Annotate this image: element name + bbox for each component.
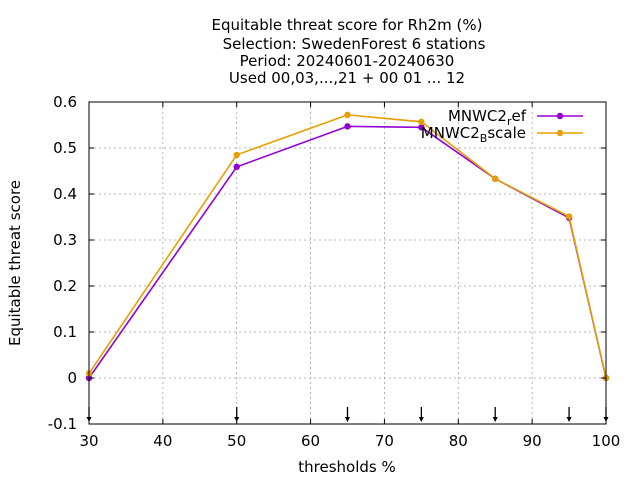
y-tick-label: 0.1	[53, 323, 77, 341]
legend-label-2: MNWC2Bscale	[421, 124, 526, 145]
data-point	[565, 213, 573, 220]
y-tick-label: -0.1	[48, 415, 77, 433]
x-tick-label: 50	[227, 432, 246, 450]
title-line-1: Equitable threat score for Rh2m (%)	[211, 16, 482, 34]
y-tick-label: 0.5	[53, 139, 77, 157]
x-axis-label: thresholds %	[298, 458, 395, 476]
data-point	[418, 118, 425, 125]
data-point	[418, 124, 425, 131]
threshold-arrow-head	[566, 417, 572, 422]
y-tick-label: 0.4	[53, 185, 77, 203]
title-line-2: Selection: SwedenForest 6 stations	[223, 35, 486, 53]
data-point	[344, 123, 351, 130]
data-point	[233, 163, 240, 171]
legend-marker-1	[556, 112, 564, 120]
series-line-2	[88, 114, 607, 379]
x-tick-label: 100	[592, 432, 621, 450]
title-line-4: Used 00,03,...,21 + 00 01 ... 12	[229, 69, 465, 87]
chart-title: Equitable threat score for Rh2m (%) Sele…	[211, 16, 485, 87]
data-point	[492, 175, 499, 183]
threshold-arrow-head	[418, 417, 424, 422]
grid	[89, 102, 606, 424]
x-tick-label: 80	[449, 432, 468, 450]
series-line-1	[88, 125, 607, 379]
plot-frame	[88, 101, 607, 425]
x-tick-label: 70	[375, 432, 394, 450]
y-tick-label: 0.2	[53, 277, 77, 295]
x-tick-label: 60	[301, 432, 320, 450]
y-tick-label: 0.6	[53, 93, 77, 111]
data-point	[344, 111, 351, 119]
y-tick-label: 0.3	[53, 231, 77, 249]
legend-marker-2	[556, 129, 564, 137]
threshold-arrow-head	[492, 417, 498, 422]
data-point	[233, 151, 240, 159]
y-tick-label: 0	[67, 369, 77, 387]
y-axis-label: Equitable threat score	[6, 180, 24, 346]
x-tick-label: 90	[523, 432, 542, 450]
legend-label-1: MNWC2ref	[448, 107, 527, 128]
x-tick-label: 40	[153, 432, 172, 450]
tick-labels: 30 40 50 60 70 80 90 100 -0.1 0 0.1 0.2 0.3 0.4 0.5 0.6	[48, 93, 621, 450]
threshold-arrow-head	[345, 417, 350, 422]
x-tick-label: 30	[79, 432, 98, 450]
threshold-markers	[86, 407, 609, 422]
title-line-3: Period: 20240601-20240630	[240, 52, 455, 70]
series	[85, 111, 610, 382]
